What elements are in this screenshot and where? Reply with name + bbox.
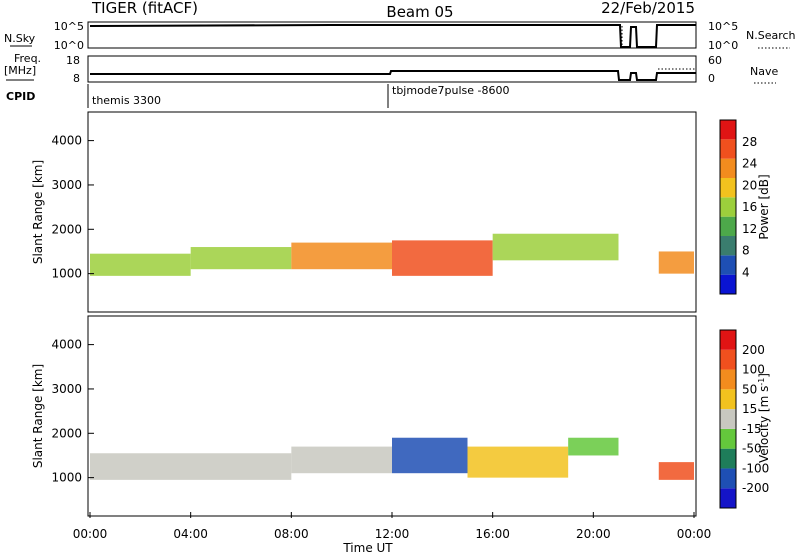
velocity-cbar-tick-5: -15	[742, 422, 762, 436]
y-tick-label-3: 3000	[51, 382, 82, 396]
nave-label: Nave	[750, 65, 778, 78]
velocity-heatmap-cells	[90, 437, 694, 480]
velocity-swatch-6	[720, 389, 736, 410]
freq-label: Freq.	[14, 52, 41, 65]
power-swatch-6	[720, 178, 736, 198]
velocity-swatch-7	[720, 369, 736, 390]
y-tick-label-4: 4000	[51, 134, 82, 148]
echo-band-4	[467, 446, 569, 478]
y-tick-label-3: 3000	[51, 178, 82, 192]
beam-label: Beam 05	[386, 3, 453, 21]
velocity-cbar-tick-4: 15	[742, 402, 757, 416]
echo-band-2	[291, 446, 392, 474]
velocity-cbar-tick-8: -200	[742, 481, 769, 495]
y-tick-label-1: 1000	[51, 267, 82, 281]
x-tick-label-2: 04:00	[173, 527, 208, 541]
velocity-cbar-tick-6: -50	[742, 442, 762, 456]
nsky-label: N.Sky	[4, 32, 36, 45]
echo-band-1	[90, 253, 191, 276]
power-cbar-tick-3: 12	[742, 222, 757, 236]
velocity-y-ticks: 1000 2000 3000 4000	[51, 338, 94, 485]
velocity-cbar-tick-3: 50	[742, 382, 757, 396]
nsearch-tick-high: 10^5	[708, 20, 738, 33]
plot-title: TIGER (fitACF)	[91, 0, 198, 17]
power-swatch-8	[720, 139, 736, 159]
nsearch-tick-low: 10^0	[708, 39, 738, 52]
velocity-cbar-tick-1: 200	[742, 343, 765, 357]
echo-band-3	[392, 437, 468, 474]
y-tick-label-2: 2000	[51, 426, 82, 440]
nsky-tick-high: 10^5	[54, 20, 84, 33]
x-tick-label-6: 20:00	[576, 527, 611, 541]
cpid-row: CPID themis 3300 tbjmode7pulse -8600	[6, 84, 510, 108]
velocity-swatch-2	[720, 468, 736, 489]
nsearch-label: N.Search	[746, 29, 796, 42]
velocity-swatch-9	[720, 330, 736, 350]
power-swatch-2	[720, 255, 736, 275]
nsky-panel: N.Sky 10^5 10^0 10^5 10^0 N.Search	[4, 20, 796, 52]
velocity-colorbar: 200 100 50 15 -15 -50 -100 -200 Velocity [m s-1…	[719, 329, 772, 509]
freq-panel: Freq. [MHz] 18 8 60 0 Nave	[4, 52, 778, 85]
echo-band-3	[291, 242, 392, 270]
power-cbar-tick-5: 20	[742, 178, 757, 192]
freq-tick-high: 18	[66, 54, 80, 67]
velocity-cbar-tick-7: -100	[742, 461, 769, 475]
echo-band-5	[568, 437, 619, 456]
echo-band-6	[658, 462, 694, 480]
power-swatch-3	[720, 236, 736, 256]
velocity-y-axis-label: Slant Range [km]	[31, 364, 45, 468]
velocity-cbar-tick-2: 100	[742, 363, 765, 377]
x-tick-label-3: 08:00	[274, 527, 309, 541]
date-label: 22/Feb/2015	[601, 0, 695, 17]
power-panel: 1000 2000 3000 4000 Slant Range [km]	[31, 111, 697, 313]
x-axis-label: Time UT	[342, 541, 393, 554]
power-swatch-9	[720, 120, 736, 140]
power-cbar-tick-4: 16	[742, 200, 757, 214]
nave-tick-high: 60	[708, 54, 722, 67]
freq-unit-label: [MHz]	[4, 64, 36, 77]
velocity-x-ticks: 00:00 04:00 08:00 12:00 16:00 20:00 00:00	[73, 512, 712, 541]
x-tick-label-5: 16:00	[475, 527, 510, 541]
velocity-swatch-3	[720, 448, 736, 469]
power-swatch-7	[720, 158, 736, 178]
velocity-panel: 1000 2000 3000 4000 00:00 04:00 08:00 12:00 16:…	[31, 315, 712, 554]
cpid-label: CPID	[6, 90, 35, 103]
power-swatch-1	[720, 274, 736, 294]
power-swatch-4	[720, 216, 736, 236]
y-tick-label-1: 1000	[51, 471, 82, 485]
velocity-swatch-5	[720, 409, 736, 429]
x-tick-label-4: 12:00	[375, 527, 410, 541]
velocity-swatch-1	[720, 488, 736, 508]
power-cbar-tick-1: 4	[742, 265, 750, 279]
power-heatmap-cells	[90, 233, 694, 276]
power-y-ticks: 1000 2000 3000 4000	[51, 134, 94, 281]
velocity-colorbar-label: Velocity [m s-1]	[757, 373, 772, 463]
x-tick-label-7: 00:00	[677, 527, 712, 541]
y-tick-label-4: 4000	[51, 338, 82, 352]
power-colorbar-label: Power [dB]	[757, 174, 771, 239]
cpid-entry-1: themis 3300	[92, 94, 161, 107]
echo-band-4	[392, 240, 493, 276]
power-cbar-tick-7: 28	[742, 135, 757, 149]
power-swatch-5	[720, 197, 736, 217]
y-tick-label-2: 2000	[51, 222, 82, 236]
freq-tick-low: 8	[73, 72, 80, 85]
echo-band-5	[492, 233, 619, 261]
velocity-swatch-4	[720, 428, 736, 449]
velocity-swatch-8	[720, 349, 736, 370]
nsky-tick-low: 10^0	[54, 39, 84, 52]
cpid-entry-2: tbjmode7pulse -8600	[392, 84, 510, 97]
echo-band-6	[658, 251, 694, 274]
x-tick-label-1: 00:00	[73, 527, 108, 541]
power-colorbar: 4 8 12 16 20 24 28 Power [dB]	[719, 119, 771, 295]
echo-band-2	[190, 247, 292, 270]
power-y-axis-label: Slant Range [km]	[31, 160, 45, 264]
nave-tick-low: 0	[708, 72, 715, 85]
power-cbar-tick-6: 24	[742, 157, 757, 171]
power-cbar-tick-2: 8	[742, 244, 750, 258]
echo-band-1	[90, 453, 292, 480]
